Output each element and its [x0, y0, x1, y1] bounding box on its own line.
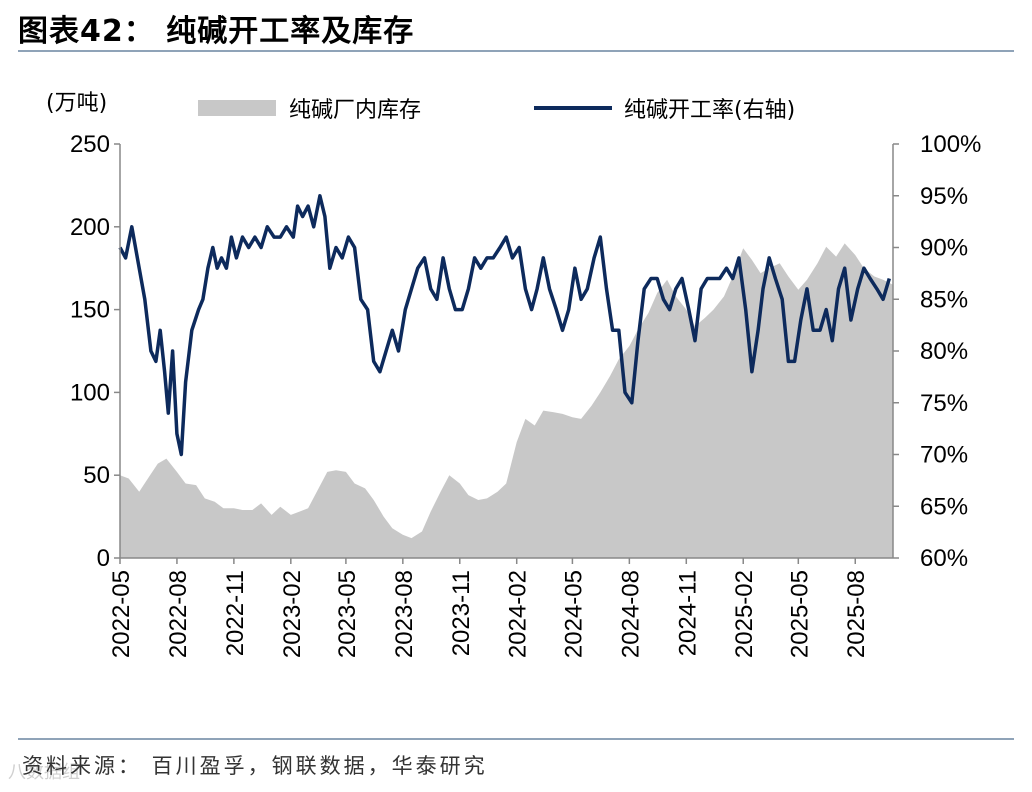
x-tick-label: 2023-02: [279, 570, 306, 658]
x-tick-label: 2023-08: [391, 570, 418, 658]
inventory-area: [120, 243, 893, 558]
right-tick-label: 60%: [920, 545, 968, 572]
chart-canvas: 250 200 150 100 50 0 (万吨) 100% 95% 90% 85% 80% 75% 70…: [46, 91, 981, 658]
operating-rate-line-layer: [118, 194, 891, 457]
inventory-area-layer: [120, 243, 893, 558]
left-tick-label: 50: [83, 462, 110, 489]
x-tick-label: 2022-11: [222, 570, 249, 656]
chart-title: 图表42： 纯碱开工率及库存: [18, 14, 415, 49]
x-tick-label: 2024-08: [617, 570, 644, 658]
bottom-divider: [18, 738, 1014, 740]
left-tick-label: 150: [70, 297, 110, 324]
right-tick-label: 80%: [920, 338, 968, 365]
x-tick-label: 2024-02: [505, 570, 532, 658]
x-tick-label: 2025-08: [843, 570, 870, 658]
legend-swatch-inventory: [198, 100, 276, 116]
left-tick-label: 200: [70, 214, 110, 241]
left-tick-label: 0: [97, 545, 110, 572]
source-note: 资料来源： 百川盈孚，钢联数据，华泰研究: [22, 754, 488, 778]
left-tick-label: 100: [70, 379, 110, 406]
x-tick-label: 2022-08: [165, 570, 192, 658]
left-tick-label: 250: [70, 131, 110, 158]
x-tick-label: 2023-05: [334, 570, 361, 658]
top-divider: [18, 50, 1014, 52]
right-tick-label: 95%: [920, 183, 968, 210]
right-tick-label: 85%: [920, 286, 968, 313]
legend-label-inventory: 纯碱厂内库存: [289, 98, 421, 123]
x-tick-label: 2023-11: [448, 570, 475, 656]
x-tick-label: 2022-05: [108, 570, 135, 658]
x-tick-label: 2024-11: [674, 570, 701, 656]
x-tick-label: 2025-02: [731, 570, 758, 658]
x-tick-label: 2024-05: [560, 570, 587, 658]
axes-layer: 250 200 150 100 50 0 (万吨) 100% 95% 90% 85% 80% 75% 70…: [46, 91, 981, 658]
right-tick-label: 65%: [920, 493, 968, 520]
x-tick-label: 2025-05: [786, 570, 813, 658]
watermark-text: 八数据组: [8, 762, 80, 783]
legend-label-operating-rate: 纯碱开工率(右轴): [624, 98, 795, 123]
right-tick-label: 70%: [920, 442, 968, 469]
left-axis-unit: (万吨): [46, 91, 107, 116]
right-tick-label: 75%: [920, 390, 968, 417]
right-tick-label: 100%: [920, 131, 981, 158]
operating-rate-line: [118, 194, 891, 457]
right-tick-label: 90%: [920, 235, 968, 262]
legend: 纯碱厂内库存 纯碱开工率(右轴): [198, 98, 795, 123]
